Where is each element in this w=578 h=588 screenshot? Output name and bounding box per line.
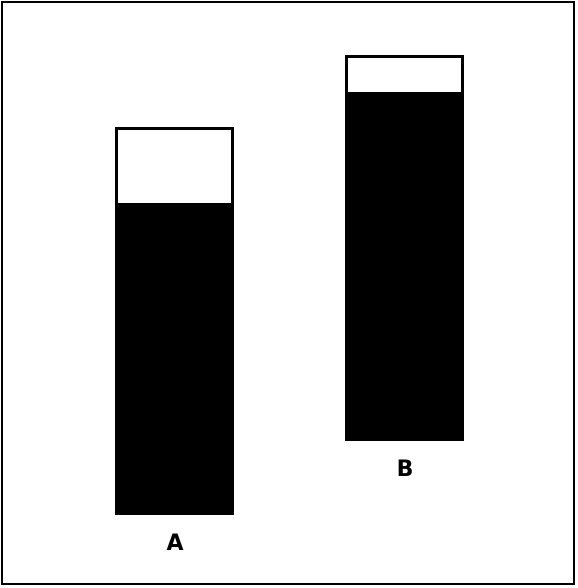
column-b-label: B bbox=[396, 457, 414, 482]
column-a-fill bbox=[118, 202, 231, 512]
column-b-fill bbox=[348, 92, 461, 438]
column-b bbox=[345, 55, 464, 441]
column-a-label: A bbox=[166, 531, 184, 556]
column-a bbox=[115, 127, 234, 515]
